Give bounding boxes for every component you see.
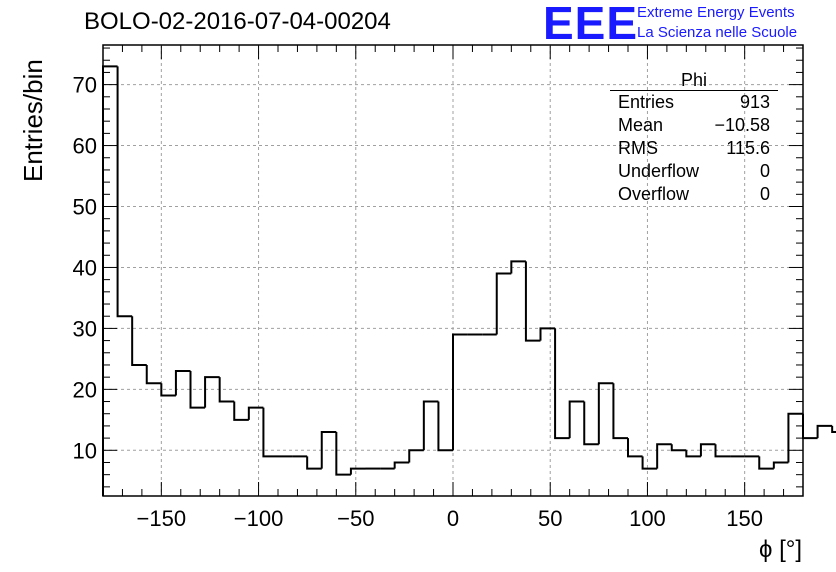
histogram-bin — [641, 456, 658, 470]
stats-label: Entries — [618, 92, 675, 112]
stats-label: Underflow — [618, 161, 700, 181]
stats-title: Phi — [610, 70, 778, 91]
histogram-bin — [699, 443, 716, 457]
histogram-bin — [437, 401, 453, 452]
histogram-bin — [831, 425, 836, 434]
histogram-bin — [670, 444, 687, 452]
logo-caption-line2: La Scienza nelle Scuole — [637, 24, 798, 41]
y-tick-label: 50 — [73, 195, 97, 220]
histogram-bin — [554, 328, 570, 440]
histogram-bin — [524, 261, 541, 342]
x-tick-label: 50 — [538, 506, 562, 531]
stats-row-entries: Entries 913 — [610, 91, 778, 114]
histogram-bin — [495, 272, 512, 335]
histogram-bin — [189, 371, 206, 409]
histogram-bin — [539, 327, 556, 341]
histogram-bin — [597, 382, 614, 445]
histogram-bin — [758, 456, 774, 470]
histogram-bin — [612, 383, 628, 440]
y-tick-label: 60 — [73, 134, 97, 159]
histogram-bin — [452, 333, 468, 451]
y-tick-label: 10 — [73, 438, 97, 463]
histogram-bin — [714, 444, 731, 458]
stats-label: Mean — [618, 115, 664, 135]
logo-caption-line1: Extreme Energy Events — [637, 4, 795, 21]
x-axis-label: ϕ [°] — [758, 536, 802, 563]
stats-value: −10.58 — [714, 115, 770, 135]
histogram-bin — [247, 406, 264, 420]
histogram-bins — [102, 65, 836, 496]
histogram-bin — [160, 383, 176, 397]
x-tick-label: 100 — [629, 506, 666, 531]
histogram-bin — [262, 407, 278, 458]
y-tick-label: 20 — [73, 377, 97, 402]
x-tick-label: −100 — [234, 506, 284, 531]
stats-row-rms: RMS 115.6 — [610, 137, 778, 160]
histogram-bin — [393, 461, 410, 469]
y-tick-label: 30 — [73, 316, 97, 341]
histogram-bin — [233, 401, 249, 421]
stats-value: 115.6 — [726, 138, 770, 158]
x-tick-label: −50 — [337, 506, 374, 531]
stats-row-mean: Mean −10.58 — [610, 114, 778, 137]
histogram-bin — [787, 412, 803, 463]
histogram-bin — [422, 400, 439, 451]
stats-value: 913 — [739, 92, 770, 112]
histogram-bin — [335, 432, 351, 476]
chart-title: BOLO-02-2016-07-04-00204 — [84, 8, 391, 35]
histogram-bin — [583, 401, 599, 446]
histogram-bin — [174, 370, 191, 396]
histogram-bin — [802, 413, 818, 440]
stats-label: Overflow — [618, 184, 690, 204]
x-tick-labels: −150 −100 −50 0 50 100 150 — [137, 506, 763, 531]
histogram-bin — [656, 443, 672, 469]
stats-value: 0 — [759, 184, 770, 204]
x-tick-label: −150 — [137, 506, 187, 531]
histogram-bin — [349, 467, 366, 475]
histogram-bin — [772, 461, 789, 469]
histogram-bin — [408, 449, 424, 463]
histogram-bin — [816, 424, 833, 439]
y-tick-labels: 10 20 30 40 50 60 70 — [73, 73, 97, 464]
histogram-bin — [102, 65, 118, 496]
y-tick-label: 40 — [73, 255, 97, 280]
x-tick-label: 150 — [726, 506, 763, 531]
stats-row-underflow: Underflow 0 — [610, 160, 778, 183]
histogram-bin — [218, 377, 235, 403]
histogram-bin — [568, 400, 585, 439]
y-axis-label: Entries/bin — [18, 59, 48, 182]
axis-ticks — [102, 45, 804, 496]
histogram-bin — [306, 456, 322, 470]
histogram-bin — [131, 316, 147, 366]
histogram-bin — [627, 438, 643, 458]
stats-box: Phi Entries 913 Mean −10.58 RMS 115.6 Un… — [610, 70, 778, 206]
histogram-bin — [116, 66, 133, 318]
y-tick-label: 70 — [73, 73, 97, 98]
histogram-bin — [510, 260, 526, 274]
histogram-bin — [320, 431, 337, 469]
histogram-bin — [204, 376, 220, 408]
stats-label: RMS — [618, 138, 658, 158]
stats-row-overflow: Overflow 0 — [610, 183, 778, 206]
histogram-bin — [145, 364, 162, 385]
logo-caption: Extreme Energy Events La Scienza nelle S… — [637, 3, 797, 43]
histogram-bin — [685, 450, 701, 458]
eee-logo: EEE — [543, 0, 639, 49]
x-tick-label: 0 — [447, 506, 459, 531]
stats-value: 0 — [759, 161, 770, 181]
